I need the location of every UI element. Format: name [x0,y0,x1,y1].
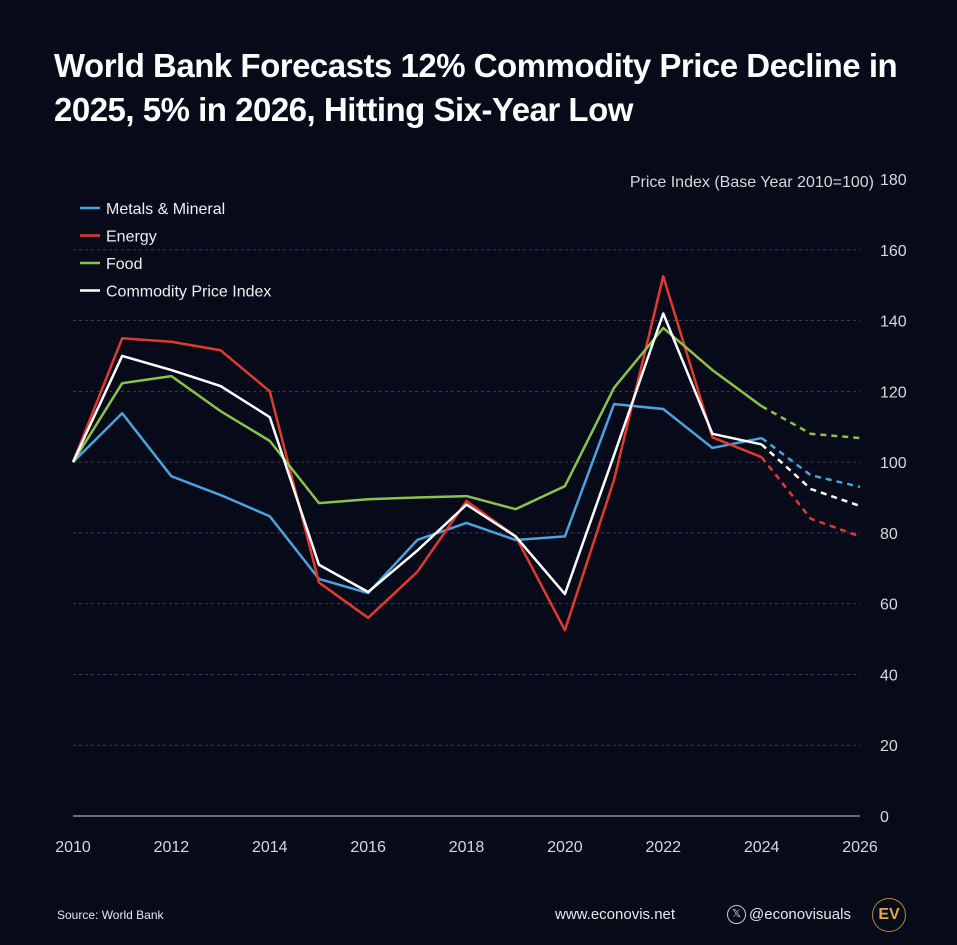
series-forecast-line-2 [761,405,861,440]
y-axis-label: Price Index (Base Year 2010=100) [630,174,874,191]
series-forecast-line-3 [760,443,861,508]
y-tick-label: 60 [880,597,898,614]
y-tick-label: 180 [880,172,907,189]
y-tick-label: 0 [880,809,889,826]
series-line-3 [71,312,762,596]
series-line-0 [72,402,762,595]
x-tick-label: 2014 [252,839,288,856]
x-tick-label: 2024 [744,839,780,856]
y-tick-label: 80 [880,526,898,543]
brand-logo: EV [872,898,906,932]
legend-label: Commodity Price Index [106,284,271,301]
series-line-1 [71,275,763,632]
x-tick-label: 2018 [449,839,485,856]
x-tick-label: 2026 [842,839,878,856]
social-handle[interactable]: @econovisuals [749,906,851,923]
source-note: Source: World Bank [57,908,164,922]
y-tick-label: 40 [880,667,898,684]
series-line-2 [71,326,763,511]
x-logo-icon: 𝕏 [727,905,746,924]
y-tick-label: 100 [880,455,907,472]
legend-label: Metals & Mineral [106,201,225,218]
legend-label: Energy [106,229,157,246]
legend-label: Food [106,256,142,273]
series-forecast-line-1 [760,456,861,538]
y-tick-label: 140 [880,314,907,331]
y-tick-label: 20 [880,738,898,755]
website-link[interactable]: www.econovis.net [555,906,676,923]
x-tick-label: 2012 [154,839,190,856]
x-tick-label: 2020 [547,839,583,856]
chart-title: World Bank Forecasts 12% Commodity Price… [54,47,898,128]
x-tick-label: 2022 [645,839,681,856]
y-tick-label: 160 [880,243,907,260]
x-tick-label: 2016 [350,839,386,856]
y-tick-label: 120 [880,384,907,401]
x-tick-label: 2010 [55,839,91,856]
